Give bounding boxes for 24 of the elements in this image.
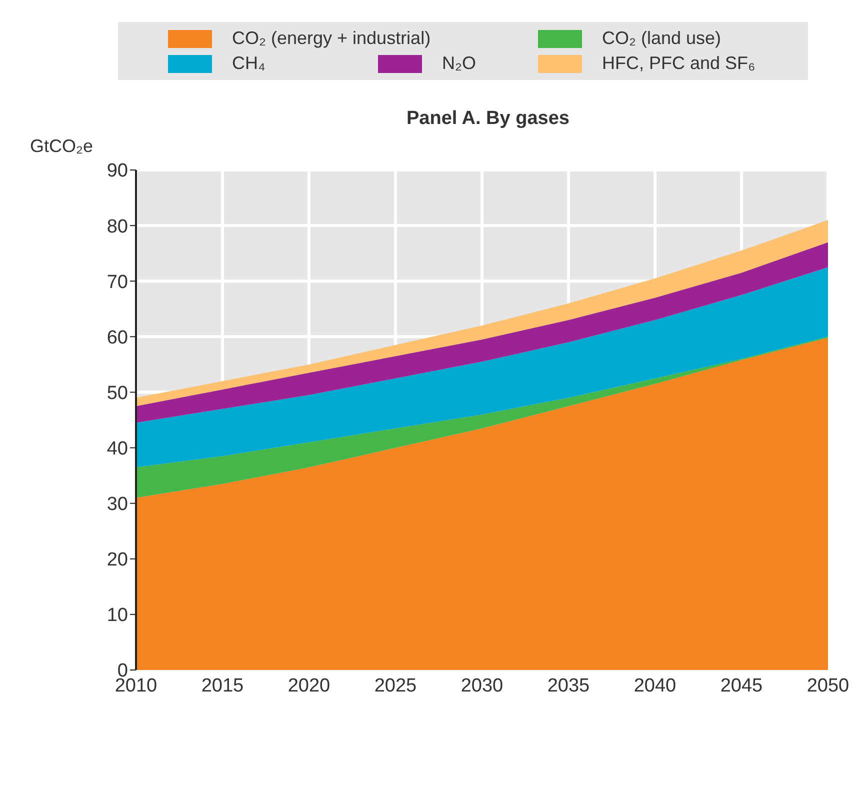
x-tick-label: 2050	[806, 675, 850, 696]
x-tick-label: 2030	[460, 675, 504, 696]
y-tick-label: 60	[106, 327, 128, 348]
x-tick-label: 2015	[201, 675, 244, 696]
x-tick-label: 2040	[634, 675, 676, 696]
chart-title: Panel A. By gases	[406, 108, 570, 130]
legend-label: CO₂ (land use)	[602, 28, 722, 49]
y-tick-label: 30	[106, 494, 128, 516]
y-tick-label: 90	[106, 160, 128, 182]
x-tick-label: 2020	[288, 675, 330, 696]
legend-label: HFC, PFC and SF₆	[602, 53, 756, 74]
y-tick-label: 50	[106, 382, 128, 404]
x-tick-label: 2045	[720, 675, 763, 696]
x-tick-label: 2025	[374, 675, 417, 696]
y-tick-label: 80	[106, 216, 128, 238]
y-tick-label: 40	[106, 438, 128, 460]
legend-label: CH₄	[232, 53, 266, 74]
y-tick-label: 70	[106, 272, 128, 293]
y-tick-label: 20	[106, 550, 128, 571]
y-tick-label: 10	[106, 605, 128, 626]
legend-label: N₂O	[442, 53, 476, 74]
x-tick-label: 2035	[547, 675, 590, 696]
legend-label: CO₂ (energy + industrial)	[232, 28, 431, 49]
y-axis-title: GtCO₂e	[30, 136, 93, 157]
